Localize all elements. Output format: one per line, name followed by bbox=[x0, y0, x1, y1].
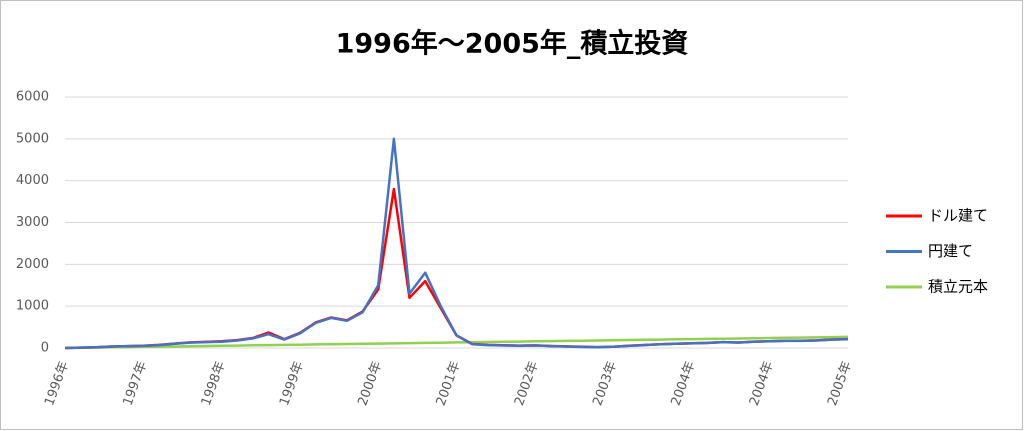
legend-label: ドル建て bbox=[928, 207, 988, 225]
y-tick-label: 2000 bbox=[16, 257, 49, 272]
y-tick-label: 1000 bbox=[16, 299, 49, 314]
legend-label: 円建て bbox=[928, 242, 973, 260]
y-tick-label: 0 bbox=[41, 341, 49, 356]
legend-label: 積立元本 bbox=[928, 278, 988, 296]
series-line bbox=[64, 137, 849, 350]
y-tick-label: 5000 bbox=[16, 131, 49, 146]
series-line bbox=[64, 335, 849, 350]
y-tick-label: 6000 bbox=[16, 90, 49, 105]
chart-title: 1996年～2005年_積立投資 bbox=[336, 28, 689, 60]
y-tick-label: 4000 bbox=[16, 173, 49, 188]
y-tick-label: 3000 bbox=[16, 215, 49, 230]
